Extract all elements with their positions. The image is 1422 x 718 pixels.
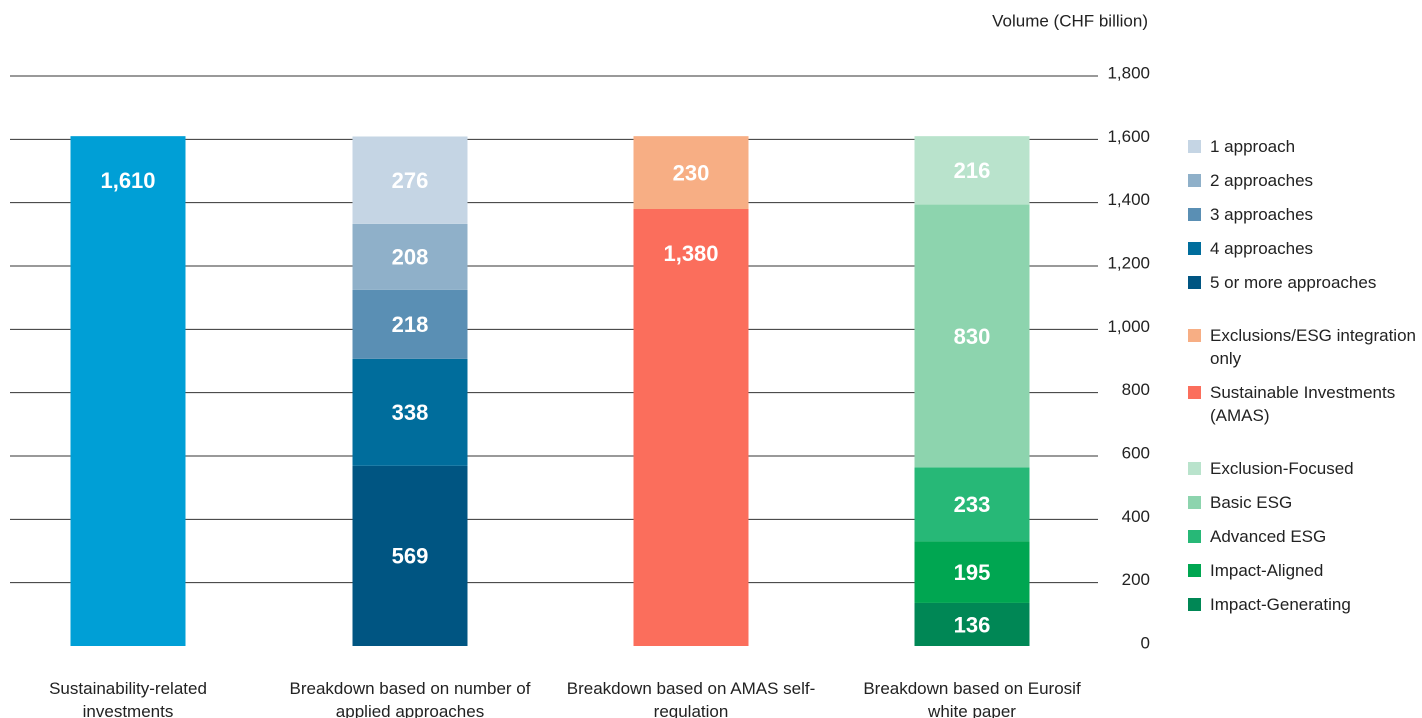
bar-segment <box>352 136 468 224</box>
bar-segment <box>352 223 468 290</box>
legend-item: Basic ESG <box>1188 491 1418 514</box>
value-label: 136 <box>954 612 991 637</box>
legend-swatch <box>1188 564 1201 577</box>
legend-item: Exclusions/ESG integration only <box>1188 324 1418 370</box>
legend-swatch <box>1188 496 1201 509</box>
legend-swatch <box>1188 174 1201 187</box>
legend-swatch <box>1188 386 1201 399</box>
value-label: 569 <box>392 544 429 569</box>
legend-swatch <box>1188 462 1201 475</box>
legend-swatch <box>1188 329 1201 342</box>
bar-segment <box>633 136 749 209</box>
bar-segment <box>352 289 468 359</box>
bar-segment <box>914 204 1030 468</box>
value-label: 830 <box>954 324 991 349</box>
legend-item: Sustainable Investments (AMAS) <box>1188 381 1418 427</box>
legend-swatch <box>1188 208 1201 221</box>
bar-segment <box>914 136 1030 205</box>
legend-label: Advanced ESG <box>1210 527 1327 546</box>
legend-swatch <box>1188 140 1201 153</box>
y-tick-label: 800 <box>1122 380 1150 399</box>
y-axis-label: Volume (CHF billion) <box>992 11 1148 30</box>
legend-item: 1 approach <box>1188 135 1418 158</box>
y-tick-label: 1,400 <box>1107 190 1150 209</box>
value-label: 218 <box>392 312 429 337</box>
legend-label: 5 or more approaches <box>1210 273 1377 292</box>
legend-label: Impact-Generating <box>1210 595 1351 614</box>
legend-item: Impact-Generating <box>1188 593 1418 616</box>
legend-label: Exclusions/ESG integration only <box>1210 326 1416 368</box>
bar-segment <box>914 467 1030 542</box>
y-tick-label: 1,200 <box>1107 253 1150 272</box>
legend-item: 5 or more approaches <box>1188 271 1418 294</box>
legend-label: Basic ESG <box>1210 493 1293 512</box>
legend-swatch <box>1188 530 1201 543</box>
value-label: 233 <box>954 492 991 517</box>
bar-segment <box>633 209 749 646</box>
value-label: 216 <box>954 158 991 183</box>
legend-label: Sustainable Investments (AMAS) <box>1210 383 1396 425</box>
legend-swatch <box>1188 242 1201 255</box>
legend-item: 4 approaches <box>1188 237 1418 260</box>
legend-label: Impact-Aligned <box>1210 561 1324 580</box>
value-label: 195 <box>954 560 991 585</box>
value-label: 1,380 <box>663 241 718 266</box>
legend-label: 3 approaches <box>1210 205 1314 224</box>
legend-swatch <box>1188 276 1201 289</box>
legend-label: Exclusion-Focused <box>1210 459 1354 478</box>
legend-label: 1 approach <box>1210 137 1296 156</box>
x-tick-label: Sustainability-related investments <box>49 679 207 718</box>
y-tick-label: 600 <box>1122 443 1150 462</box>
legend-label: 2 approaches <box>1210 171 1314 190</box>
legend-item: 2 approaches <box>1188 169 1418 192</box>
legend-item: Impact-Aligned <box>1188 559 1418 582</box>
bar-segment <box>352 358 468 466</box>
y-tick-label: 0 <box>1141 633 1150 652</box>
bar-segment <box>70 136 186 646</box>
value-label: 208 <box>392 245 429 270</box>
legend-item: 3 approaches <box>1188 203 1418 226</box>
y-tick-label: 1,000 <box>1107 317 1150 336</box>
value-label: 276 <box>392 168 429 193</box>
x-tick-label: Breakdown based on number of applied app… <box>289 679 531 718</box>
y-tick-label: 200 <box>1122 570 1150 589</box>
y-tick-label: 400 <box>1122 507 1150 526</box>
legend: 1 approach 2 approaches 3 approaches 4 appr… <box>1188 135 1418 627</box>
y-tick-label: 1,800 <box>1107 63 1150 82</box>
legend-swatch <box>1188 598 1201 611</box>
x-tick-label: Breakdown based on Eurosif white paper <box>863 679 1081 718</box>
value-label: 1,610 <box>100 168 155 193</box>
bar-segment <box>914 602 1030 646</box>
bar-segment <box>352 465 468 646</box>
legend-item: Advanced ESG <box>1188 525 1418 548</box>
x-tick-label: Breakdown based on AMAS self-regulation <box>566 679 816 718</box>
legend-label: 4 approaches <box>1210 239 1314 258</box>
legend-item: Exclusion-Focused <box>1188 457 1418 480</box>
y-tick-label: 1,600 <box>1107 127 1150 146</box>
value-label: 338 <box>392 400 429 425</box>
bar-segment <box>914 541 1030 603</box>
value-label: 230 <box>673 160 710 185</box>
